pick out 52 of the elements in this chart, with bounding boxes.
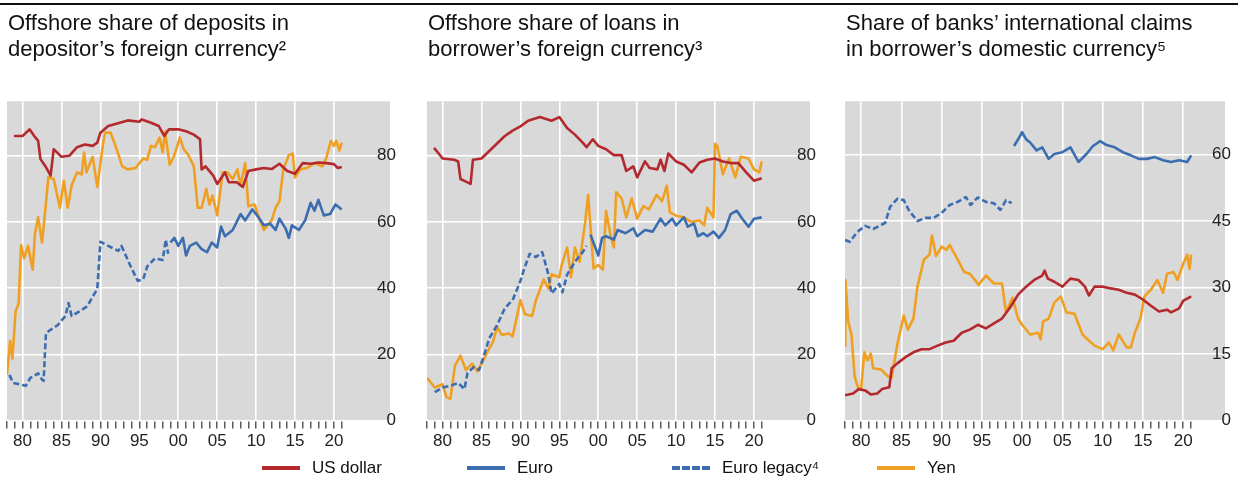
x-tick-label: 05 (1052, 431, 1072, 451)
x-tick-label: 85 (52, 431, 71, 451)
line-series (845, 195, 1013, 244)
x-tick-label: 80 (851, 431, 871, 451)
x-tick-label: 05 (207, 431, 227, 451)
x-tick-label: 15 (705, 431, 725, 451)
x-tick-label: 90 (932, 431, 952, 451)
line-series (433, 244, 588, 394)
y-tick-label: 20 (377, 344, 396, 364)
x-tick-label: 05 (627, 431, 647, 451)
y-tick-label: 80 (377, 145, 396, 165)
x-tick-label: 00 (168, 431, 188, 451)
x-tick-label: 10 (246, 431, 266, 451)
y-tick-label: 30 (1212, 277, 1231, 297)
y-tick-label: 40 (797, 277, 816, 297)
x-tick-label: 15 (1133, 431, 1153, 451)
chart-title: Offshore share of deposits in depositor’s foreign currency² (8, 10, 290, 62)
x-tick-label: 20 (324, 431, 344, 451)
y-tick-label: 60 (1212, 144, 1231, 164)
x-tick-label: 20 (1173, 431, 1193, 451)
x-tick-label: 10 (666, 431, 686, 451)
chart-title: Share of banks’ international claims in borrower’s domestic currency⁵ (846, 10, 1194, 62)
y-tick-label: 0 (1221, 410, 1231, 430)
y-tick-label: 20 (797, 344, 816, 364)
x-tick-label: 20 (744, 431, 764, 451)
legend-label: US dollar (312, 458, 382, 478)
y-tick-label: 60 (797, 211, 816, 231)
x-tick-label: 95 (129, 431, 149, 451)
chart-title: Offshore share of loans in borrower’s foreign currency³ (428, 10, 704, 62)
line-series (8, 238, 170, 388)
x-tick-label: 80 (433, 431, 453, 451)
y-tick-label: 40 (377, 277, 396, 297)
x-tick-label: 85 (472, 431, 491, 451)
y-tick-label: 45 (1212, 210, 1231, 230)
y-tick-label: 0 (806, 410, 816, 430)
x-tick-label: 10 (1093, 431, 1113, 451)
y-tick-label: 80 (797, 145, 816, 165)
legend-label: Euro legacy⁴ (722, 458, 820, 478)
x-tick-label: 15 (285, 431, 305, 451)
y-tick-label: 60 (377, 211, 396, 231)
x-tick-label: 00 (588, 431, 608, 451)
y-tick-label: 0 (386, 410, 396, 430)
legend-label: Yen (927, 458, 956, 478)
x-tick-label: 80 (13, 431, 33, 451)
legend-label: Euro (517, 458, 553, 478)
x-tick-label: 95 (549, 431, 569, 451)
x-tick-label: 00 (1012, 431, 1032, 451)
x-tick-label: 90 (510, 431, 530, 451)
x-tick-label: 85 (891, 431, 911, 451)
x-tick-label: 95 (972, 431, 992, 451)
y-tick-label: 15 (1212, 343, 1231, 363)
x-tick-label: 90 (90, 431, 110, 451)
